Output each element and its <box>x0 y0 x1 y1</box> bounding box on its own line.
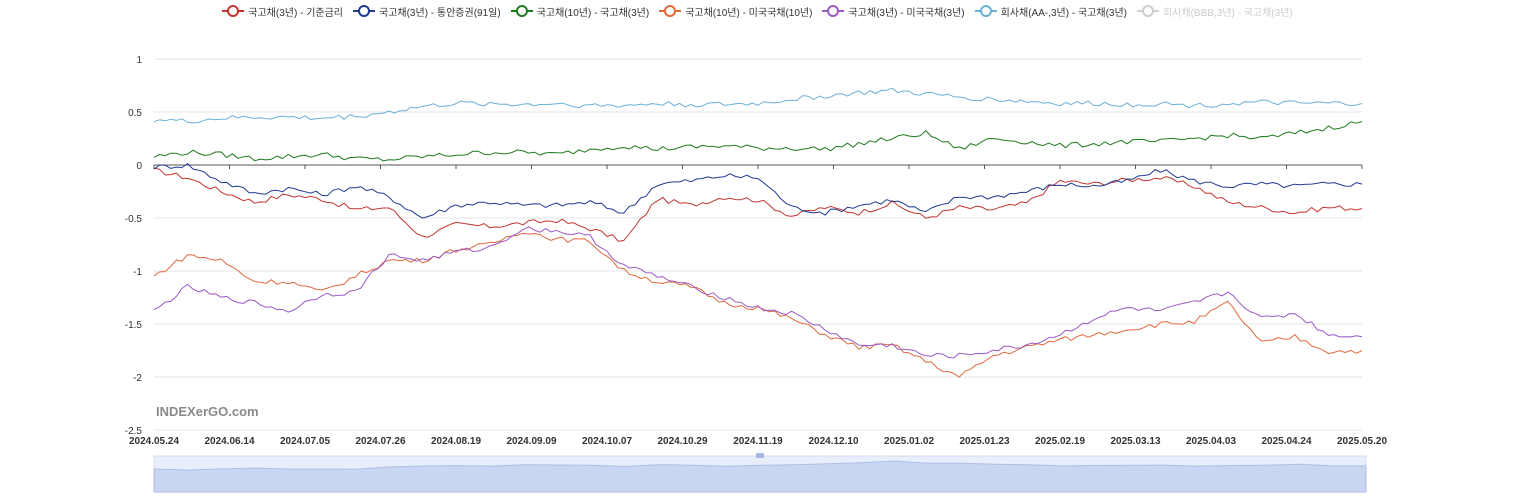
series-line-5 <box>153 226 1363 359</box>
series-line-6 <box>153 87 1363 124</box>
x-tick-label: 2025.04.24 <box>1261 436 1311 447</box>
legend-label: 국고채(3년) - 통안증권(91일) <box>379 7 501 19</box>
legend-marker-icon <box>974 5 997 17</box>
legend-label: 국고채(10년) - 국고채(3년) <box>536 7 650 19</box>
legend-item-6[interactable]: 회사채(AA-,3년) - 국고채(3년) <box>974 4 1127 19</box>
y-tick-label: 1 <box>136 55 142 66</box>
x-tick-label: 2024.12.10 <box>808 436 858 447</box>
y-tick-label: -0.5 <box>125 214 143 225</box>
x-tick-label: 2024.06.14 <box>204 436 254 447</box>
zoom-slider-preview <box>153 460 1367 493</box>
y-tick-label: -1 <box>133 267 142 278</box>
y-tick-label: -2 <box>133 373 142 384</box>
x-tick-label: 2025.01.02 <box>884 436 934 447</box>
watermark: INDEXerGO.com <box>156 404 259 419</box>
y-tick-label: 0 <box>136 161 142 172</box>
series-line-1 <box>153 167 1363 242</box>
legend-item-3[interactable]: 국고채(10년) - 국고채(3년) <box>510 4 650 19</box>
x-tick-label: 2024.07.05 <box>280 436 330 447</box>
legend-marker-icon <box>822 5 845 17</box>
x-tick-label: 2024.10.07 <box>582 436 632 447</box>
series-line-4 <box>153 232 1363 378</box>
x-tick-label: 2024.09.09 <box>506 436 556 447</box>
legend-marker-icon <box>353 5 375 17</box>
legend-item-1[interactable]: 국고채(3년) - 기준금리 <box>222 4 343 19</box>
x-tick-label: 2025.03.13 <box>1110 436 1160 447</box>
legend-marker-icon <box>659 5 682 17</box>
legend-label: 국고채(3년) - 기준금리 <box>248 7 343 19</box>
x-tick-label: 2024.07.26 <box>355 436 405 447</box>
y-tick-label: -1.5 <box>125 320 143 331</box>
legend-item-5[interactable]: 국고채(3년) - 미국국채(3년) <box>822 4 965 19</box>
legend-label: 국고채(3년) - 미국국채(3년) <box>848 7 965 19</box>
x-tick-label: 2025.04.03 <box>1186 436 1236 447</box>
legend-item-7[interactable]: 회사채(BBB,3년) - 국고채(3년) <box>1137 4 1293 19</box>
legend-marker-icon <box>222 5 245 17</box>
x-tick-label: 2025.05.20 <box>1337 436 1387 447</box>
legend-label: 회사채(BBB,3년) - 국고채(3년) <box>1163 7 1293 19</box>
legend-label: 국고채(10년) - 미국국채(10년) <box>685 7 813 19</box>
x-tick-label: 2024.10.29 <box>657 436 707 447</box>
x-tick-label: 2024.05.24 <box>129 436 179 447</box>
legend-label: 회사채(AA-,3년) - 국고채(3년) <box>1000 7 1127 19</box>
x-tick-label: 2024.08.19 <box>431 436 481 447</box>
chart-legend: 국고채(3년) - 기준금리 국고채(3년) - 통안증권(91일) 국고채(10년… <box>0 3 1515 19</box>
x-tick-label: 2024.11.19 <box>733 436 783 447</box>
series-line-2 <box>153 163 1363 219</box>
series-line-3 <box>153 121 1363 162</box>
legend-item-4[interactable]: 국고채(10년) - 미국국채(10년) <box>659 4 812 19</box>
y-tick-label: -2.5 <box>125 426 143 437</box>
legend-item-2[interactable]: 국고채(3년) - 통안증권(91일) <box>353 4 501 19</box>
x-tick-label: 2025.01.23 <box>959 436 1009 447</box>
x-tick-label: 2025.02.19 <box>1035 436 1085 447</box>
legend-marker-icon <box>510 5 533 17</box>
zoom-slider-handle[interactable] <box>756 453 764 458</box>
legend-marker-icon <box>1137 5 1159 17</box>
y-tick-label: 0.5 <box>128 108 142 119</box>
